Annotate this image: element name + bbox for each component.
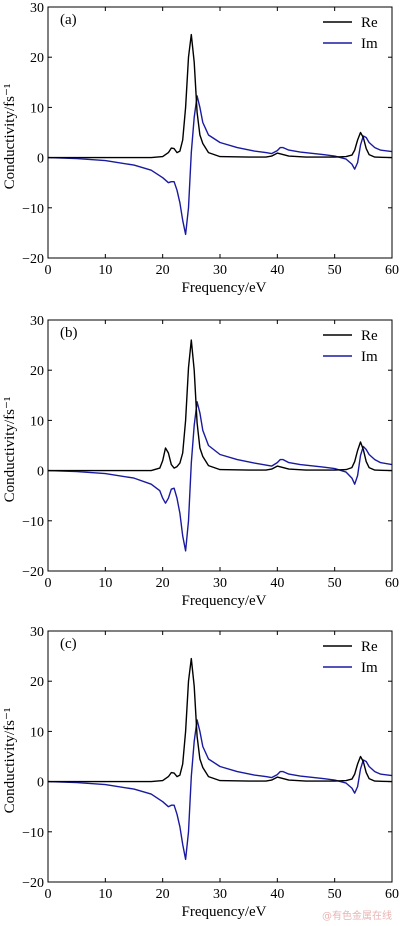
- legend-label-re: Re: [361, 15, 378, 31]
- x-tick-label: 20: [156, 576, 170, 591]
- y-tick-label: 10: [30, 101, 44, 116]
- x-tick-label: 40: [270, 263, 284, 278]
- y-tick-label: −20: [22, 252, 44, 267]
- series-line-re: [48, 339, 392, 472]
- series-line-re: [48, 657, 392, 783]
- panel-label: (a): [60, 12, 77, 28]
- plot-frame: [47, 630, 393, 883]
- legend-label-re: Re: [361, 639, 378, 655]
- x-tick-label: 60: [385, 576, 399, 591]
- y-axis-label: Conductivity/fs⁻¹: [2, 84, 18, 190]
- x-tick-label: 20: [156, 887, 170, 902]
- series-line-im: [48, 401, 392, 552]
- chart-panel-1: 0 10 20 30 40 50 60 −20 −10 0 10 20 30 Frequency/eV Co…: [2, 1, 399, 296]
- plot-frame: [47, 319, 393, 572]
- y-tick-label: 20: [30, 51, 44, 66]
- x-tick-label: 10: [98, 263, 112, 278]
- y-tick-label: 0: [37, 776, 44, 791]
- x-tick-label: 10: [98, 887, 112, 902]
- y-tick-label: 20: [30, 675, 44, 690]
- x-tick-label: 30: [213, 263, 227, 278]
- plot-frame: [47, 6, 393, 259]
- x-axis-label: Frequency/eV: [182, 904, 267, 920]
- panel-label: (b): [60, 325, 78, 341]
- x-tick-label: 30: [213, 887, 227, 902]
- legend-label-im: Im: [361, 349, 378, 365]
- y-tick-label: 10: [30, 414, 44, 429]
- x-tick-label: 50: [328, 576, 342, 591]
- x-tick-label: 20: [156, 263, 170, 278]
- y-tick-label: 0: [37, 465, 44, 480]
- series-line-im: [48, 719, 392, 861]
- y-tick-label: 30: [30, 1, 44, 16]
- y-tick-label: −10: [22, 826, 44, 841]
- series-line-im: [48, 95, 392, 236]
- x-tick-label: 0: [45, 887, 52, 902]
- y-axis-label: Conductivity/fs⁻¹: [2, 708, 18, 814]
- x-tick-label: 60: [385, 263, 399, 278]
- legend-label-re: Re: [361, 328, 378, 344]
- chart-panel-3: 0 10 20 30 40 50 60 −20 −10 0 10 20 30 Frequency/eV Co…: [2, 625, 399, 920]
- y-tick-label: 20: [30, 364, 44, 379]
- legend-label-im: Im: [361, 36, 378, 52]
- x-tick-label: 30: [213, 576, 227, 591]
- y-tick-label: 30: [30, 625, 44, 640]
- y-tick-label: 30: [30, 314, 44, 329]
- y-axis-label: Conductivity/fs⁻¹: [2, 397, 18, 503]
- y-tick-label: −10: [22, 202, 44, 217]
- x-axis-label: Frequency/eV: [182, 280, 267, 296]
- x-tick-label: 40: [270, 576, 284, 591]
- y-tick-label: 10: [30, 725, 44, 740]
- x-tick-label: 10: [98, 576, 112, 591]
- x-tick-label: 60: [385, 887, 399, 902]
- y-tick-label: −20: [22, 876, 44, 891]
- x-tick-label: 0: [45, 263, 52, 278]
- y-tick-label: 0: [37, 152, 44, 167]
- series-line-re: [48, 33, 392, 159]
- x-tick-label: 50: [328, 887, 342, 902]
- y-tick-label: −20: [22, 565, 44, 580]
- x-tick-label: 40: [270, 887, 284, 902]
- y-tick-label: −10: [22, 515, 44, 530]
- x-tick-label: 0: [45, 576, 52, 591]
- chart-panel-2: 0 10 20 30 40 50 60 −20 −10 0 10 20 30 Frequency/eV Co…: [2, 314, 399, 609]
- x-tick-label: 50: [328, 263, 342, 278]
- panel-label: (c): [60, 636, 77, 652]
- legend-label-im: Im: [361, 660, 378, 676]
- watermark-text: @有色金属在线: [322, 911, 392, 922]
- x-axis-label: Frequency/eV: [182, 593, 267, 609]
